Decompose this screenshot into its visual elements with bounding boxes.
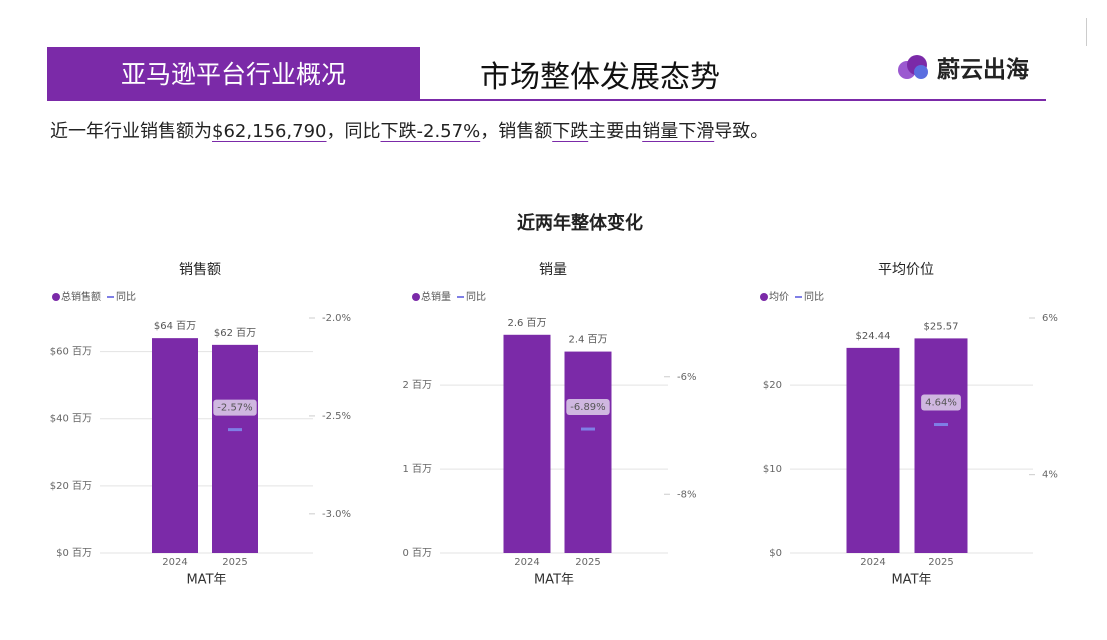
label-pill: [213, 399, 257, 416]
summary-segment: 主要由: [588, 121, 643, 142]
chart-title: 销售额: [179, 262, 221, 278]
x-tick-label: 2025: [928, 557, 953, 568]
value-label: -6.89%: [570, 402, 605, 413]
legend-label: 总销售额: [61, 290, 101, 303]
value-label: $25.57: [924, 321, 959, 332]
y-tick-label: $60 百万: [50, 346, 92, 358]
value-label: -2.57%: [217, 403, 252, 414]
legend-swatch: [760, 293, 768, 301]
y2-tick-label: 4%: [1042, 470, 1058, 481]
y2-tick-label: -6%: [677, 372, 696, 383]
yoy-label: -2.57%: [213, 399, 257, 416]
summary-segment: 下跌: [552, 121, 589, 142]
summary-segment: 导致。: [714, 121, 769, 142]
summary-segment: 销量下滑: [642, 121, 715, 142]
legend-label: 同比: [116, 291, 136, 303]
y-tick-label: $10: [763, 464, 782, 475]
logo: 蔚云出海: [895, 50, 1029, 84]
y-tick-label: $20 百万: [50, 480, 92, 492]
x-tick-label: 2025: [222, 557, 247, 568]
logo-text: 蔚云出海: [937, 57, 1029, 83]
x-tick-label: 2024: [860, 557, 885, 568]
y-tick-label: $0: [769, 548, 782, 559]
summary-segment: ，同比: [326, 121, 381, 142]
section-tag: 亚马逊平台行业概况: [47, 47, 420, 99]
summary: 近一年行业销售额为$62,156,790，同比下跌-2.57%，销售额下跌主要由…: [50, 117, 768, 143]
legend-label: 同比: [804, 291, 824, 303]
bar: [914, 338, 968, 553]
x-axis-title: MAT年: [186, 573, 226, 588]
chart-title: 销量: [539, 262, 567, 278]
legend-label: 同比: [466, 291, 486, 303]
x-tick-label: 2024: [514, 557, 539, 568]
bar: [564, 351, 612, 553]
label-pill: [921, 394, 961, 411]
summary-segment: 下跌-2.57%: [380, 121, 481, 142]
summary-segment: ，销售额: [480, 121, 553, 142]
bar: [503, 334, 551, 553]
x-tick-label: 2024: [162, 557, 187, 568]
legend-label: 总销量: [421, 290, 451, 303]
edge-rule: [1086, 18, 1087, 46]
x-tick-label: 2025: [575, 557, 600, 568]
header-rule: [47, 99, 1046, 101]
value-label: 2.4 百万: [568, 334, 607, 346]
y-tick-label: 2 百万: [402, 379, 432, 391]
y-tick-label: 0 百万: [402, 547, 432, 559]
y-tick-label: $40 百万: [50, 413, 92, 425]
value-label: $64 百万: [154, 320, 196, 332]
value-label: $62 百万: [214, 327, 256, 339]
value-label: 2.6 百万: [507, 317, 546, 329]
y-tick-label: $0 百万: [56, 547, 92, 559]
y2-tick-label: -3.0%: [322, 509, 351, 520]
x-axis-title: MAT年: [891, 573, 931, 588]
bar: [846, 347, 900, 553]
section-title: 近两年整体变化: [517, 212, 643, 234]
y2-tick-label: -2.5%: [322, 411, 351, 422]
logo-icon: [898, 55, 928, 79]
y2-tick-label: 6%: [1042, 313, 1058, 324]
summary-segment: 近一年行业销售额为: [50, 121, 212, 142]
y-tick-label: $20: [763, 380, 782, 391]
bar: [212, 344, 258, 553]
y2-tick-label: -2.0%: [322, 313, 351, 324]
x-axis-title: MAT年: [534, 573, 574, 588]
legend-label: 均价: [769, 291, 789, 303]
summary-segment: $62,156,790: [212, 121, 327, 142]
yoy-label: -6.89%: [566, 399, 610, 416]
value-label: $24.44: [856, 331, 891, 342]
y-tick-label: 1 百万: [402, 463, 432, 475]
legend-swatch: [52, 293, 60, 301]
chart-title: 平均价位: [878, 262, 934, 278]
label-pill: [566, 399, 610, 416]
value-label: 4.64%: [925, 398, 957, 409]
yoy-label: 4.64%: [921, 394, 961, 411]
page-title: 市场整体发展态势: [480, 60, 720, 95]
bar: [152, 338, 198, 553]
legend-swatch: [412, 293, 420, 301]
y2-tick-label: -8%: [677, 489, 696, 500]
